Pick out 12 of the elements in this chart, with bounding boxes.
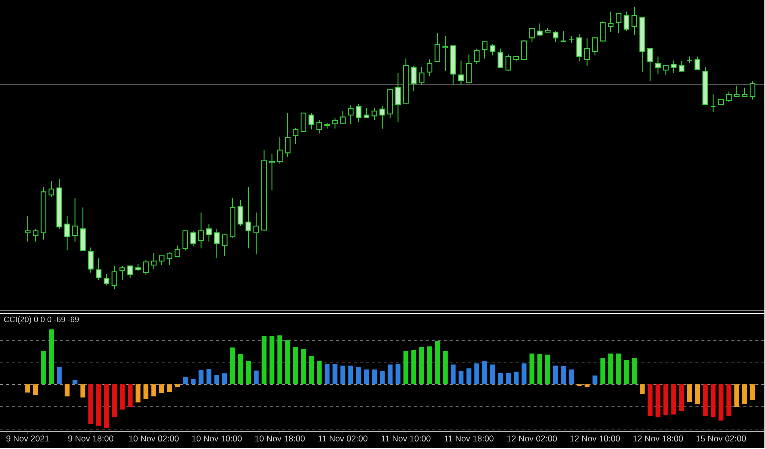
x-tick-label: 12 Nov 10:00	[570, 436, 620, 442]
x-tick-label: 10 Nov 02:00	[129, 436, 179, 442]
x-tick-label: 9 Nov 18:00	[68, 436, 114, 442]
x-tick-label: 10 Nov 10:00	[192, 436, 242, 442]
x-tick-label: 11 Nov 10:00	[382, 436, 431, 442]
x-tick-label: 11 Nov 18:00	[444, 436, 494, 442]
x-tick-label: 9 Nov 2021	[6, 436, 50, 442]
x-tick-label: 15 Nov 02:00	[696, 436, 746, 442]
x-tick-label: 11 Nov 02:00	[318, 436, 368, 442]
x-tick-label: 10 Nov 18:00	[255, 436, 305, 442]
x-tick-label: 12 Nov 18:00	[634, 436, 684, 442]
x-tick-label: 12 Nov 02:00	[508, 436, 558, 442]
